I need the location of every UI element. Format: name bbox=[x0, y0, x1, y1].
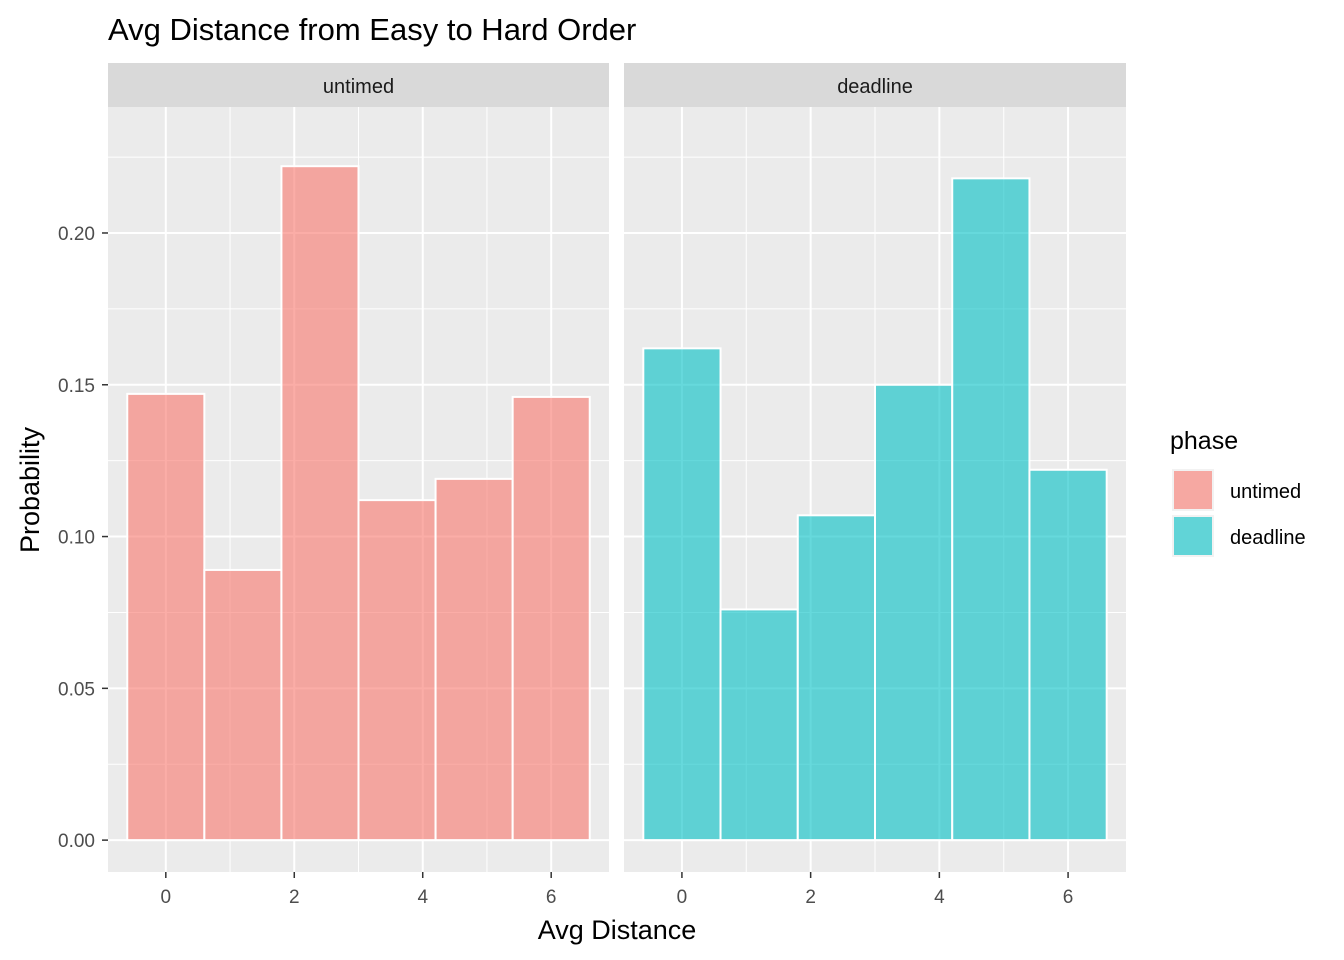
y-tick-label: 0.15 bbox=[58, 376, 95, 397]
x-tick-label: 0 bbox=[161, 887, 172, 908]
y-tick-label: 0.20 bbox=[58, 224, 95, 245]
strip-label-deadline: deadline bbox=[837, 76, 913, 98]
chart-title: Avg Distance from Easy to Hard Order bbox=[108, 12, 636, 47]
panel-deadline-bars bbox=[642, 177, 1108, 842]
panel-untimed-x-axis: 0 2 4 6 bbox=[161, 872, 557, 908]
x-axis-title: Avg Distance bbox=[538, 915, 697, 945]
bar-deadline-3 bbox=[874, 383, 954, 842]
bar-deadline-0 bbox=[642, 347, 722, 842]
legend-label-untimed: untimed bbox=[1230, 481, 1301, 503]
bar-deadline-5 bbox=[1028, 468, 1108, 842]
x-tick-label: 2 bbox=[289, 887, 300, 908]
x-tick-label: 6 bbox=[546, 887, 557, 908]
legend: phase untimed deadline bbox=[1170, 427, 1306, 557]
strip-label-untimed: untimed bbox=[323, 76, 394, 98]
legend-label-deadline: deadline bbox=[1230, 527, 1306, 549]
bar-untimed-0 bbox=[126, 392, 206, 842]
legend-swatch-deadline bbox=[1174, 517, 1212, 555]
bar-untimed-1 bbox=[203, 568, 283, 842]
panel-untimed-bars bbox=[126, 165, 591, 842]
y-tick-label: 0.00 bbox=[58, 831, 95, 852]
x-tick-label: 4 bbox=[934, 887, 945, 908]
legend-title: phase bbox=[1170, 427, 1238, 455]
bar-untimed-3 bbox=[357, 499, 437, 842]
bar-untimed-4 bbox=[434, 477, 514, 842]
bar-untimed-2 bbox=[280, 165, 360, 842]
y-axis-title: Probability bbox=[15, 426, 45, 553]
strip-untimed bbox=[108, 63, 609, 107]
x-tick-label: 4 bbox=[417, 887, 428, 908]
panel-deadline-x-axis: 0 2 4 6 bbox=[677, 872, 1074, 908]
y-tick-label: 0.05 bbox=[58, 679, 95, 700]
x-tick-label: 6 bbox=[1063, 887, 1074, 908]
legend-swatch-untimed bbox=[1174, 471, 1212, 509]
x-tick-label: 0 bbox=[677, 887, 688, 908]
bar-deadline-4 bbox=[951, 177, 1031, 842]
x-tick-label: 2 bbox=[805, 887, 816, 908]
bar-deadline-1 bbox=[719, 608, 799, 842]
bar-untimed-5 bbox=[511, 395, 591, 842]
strip-deadline bbox=[624, 63, 1126, 107]
bar-deadline-2 bbox=[796, 514, 876, 842]
y-axis: 0.00 0.05 0.10 0.15 0.20 bbox=[58, 224, 108, 852]
y-tick-label: 0.10 bbox=[58, 528, 95, 549]
